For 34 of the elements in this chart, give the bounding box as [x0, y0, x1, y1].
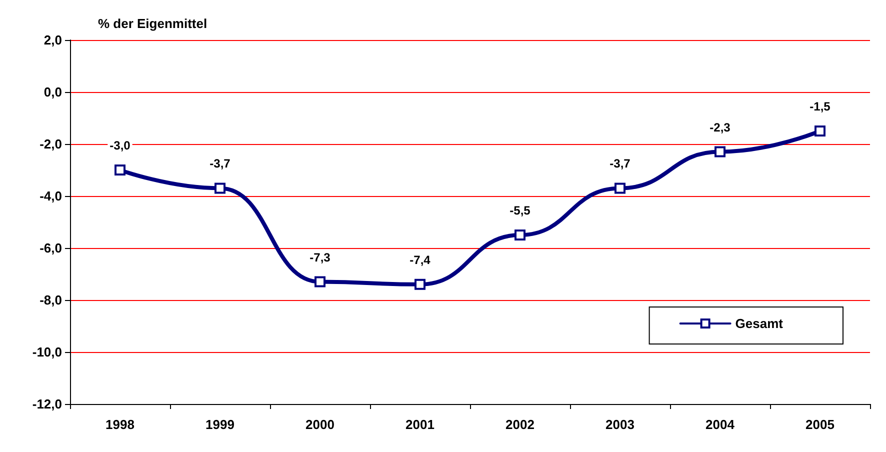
y-tick-label: -8,0: [40, 292, 62, 308]
x-tick-label: 2000: [306, 417, 334, 432]
x-tick-label: 1998: [106, 417, 134, 432]
y-tick-label: 0,0: [44, 84, 62, 100]
y-tick-label: -10,0: [32, 344, 62, 360]
data-label: -1,5: [810, 100, 831, 114]
data-label: -2,3: [710, 120, 731, 134]
x-tick-label: 1999: [206, 417, 234, 432]
point: [214, 182, 226, 194]
point: [514, 230, 526, 240]
y-axis-title: % der Eigenmittel: [98, 16, 208, 31]
x-tick-label: 2003: [606, 417, 634, 432]
point: [314, 276, 326, 288]
y-tick-label: -2,0: [40, 136, 62, 152]
point: [114, 164, 126, 176]
point: [614, 182, 626, 194]
x-tick-label: 2004: [706, 417, 736, 432]
point: [814, 126, 826, 136]
data-label: -5,5: [510, 204, 531, 218]
data-label: -3,7: [210, 156, 231, 171]
point: [414, 278, 426, 290]
y-tick-label: -12,0: [32, 396, 62, 412]
point: [714, 146, 726, 158]
data-label: -3,0: [110, 138, 131, 152]
y-tick-label: -4,0: [40, 188, 62, 204]
x-tick-label: 2001: [406, 417, 434, 432]
data-label: -7,4: [410, 252, 431, 267]
data-label: -3,7: [610, 156, 631, 171]
legend-label: Gesamt: [735, 316, 784, 331]
data-label: -7,3: [310, 250, 331, 264]
y-tick-label: -6,0: [40, 240, 62, 256]
x-tick-label: 2002: [506, 417, 534, 432]
x-tick-label: 2005: [806, 417, 834, 432]
y-tick-label: 2,0: [44, 32, 62, 48]
